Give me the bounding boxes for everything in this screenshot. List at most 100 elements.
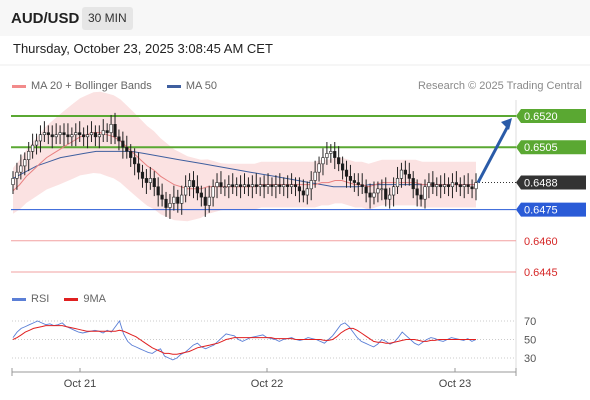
candle-body — [195, 186, 200, 194]
timeframe-badge[interactable]: 30 MIN — [82, 7, 133, 30]
candle-body — [121, 140, 125, 148]
candle-body — [113, 124, 117, 138]
candle-body — [337, 157, 341, 165]
candle-body — [199, 192, 203, 198]
candle-body — [395, 178, 400, 188]
candle-body — [352, 180, 356, 183]
candle-body — [423, 186, 427, 200]
candle-body — [415, 188, 419, 196]
candle-body — [180, 194, 184, 204]
rsi-legend-label: RSI — [31, 293, 50, 305]
x-tick-label: Oct 21 — [64, 378, 96, 390]
candle-body — [392, 186, 396, 196]
rsi-line — [12, 320, 477, 361]
candle-body — [274, 184, 278, 188]
candle-body — [242, 184, 247, 188]
candle-body — [305, 188, 309, 196]
candle-body — [93, 132, 97, 138]
candle-body — [58, 132, 62, 136]
level-label-06520: 0.6520 — [524, 111, 558, 123]
candle-body — [184, 186, 188, 196]
candle-body — [317, 163, 321, 173]
candle-body — [356, 182, 360, 185]
candle-body — [211, 186, 215, 198]
candle-body — [74, 132, 78, 136]
candle-body — [407, 173, 411, 179]
candle-body — [231, 184, 235, 188]
candle-body — [419, 194, 423, 200]
candle-body — [258, 184, 262, 188]
candle-body — [97, 134, 101, 138]
candle-body — [136, 163, 141, 173]
rsi-swatch — [12, 297, 26, 301]
candle-body — [54, 134, 58, 138]
level-tag-06488 — [516, 175, 586, 190]
candle-body — [191, 180, 196, 188]
candle-body — [474, 182, 478, 190]
rsi-tick-label: 70 — [524, 316, 536, 328]
ma50-swatch — [166, 84, 181, 88]
candle-body — [125, 146, 129, 152]
candle-body — [46, 132, 50, 136]
x-tick-label: Oct 23 — [439, 378, 471, 390]
candle-body — [31, 144, 35, 152]
projection-arrow-shaft — [476, 123, 511, 184]
candle-body — [462, 184, 466, 188]
candle-body — [293, 184, 298, 188]
ma50-legend-label: MA 50 — [185, 80, 218, 92]
candle-body — [176, 196, 180, 204]
candle-body — [207, 196, 211, 206]
candle-body — [140, 171, 145, 179]
candle-body — [85, 134, 90, 138]
candle-body — [458, 184, 462, 188]
candle-body — [105, 130, 109, 133]
candle-body — [380, 188, 384, 191]
candle-body — [34, 140, 39, 146]
candle-body — [399, 169, 404, 179]
candle-body — [325, 153, 329, 158]
rsi-tick-label: 30 — [524, 353, 536, 365]
candle-body — [129, 151, 133, 158]
candle-body — [348, 176, 353, 181]
candle-body — [289, 184, 294, 188]
candle-body — [368, 192, 372, 198]
ma9-legend-label: 9MA — [83, 293, 107, 305]
candle-body — [286, 184, 290, 188]
candle-body — [321, 157, 325, 165]
ma20-legend-label: MA 20 + Bollinger Bands — [31, 80, 152, 92]
candle-body — [435, 184, 439, 188]
candle-body — [443, 184, 447, 188]
candle-body — [15, 171, 19, 179]
candle-body — [223, 186, 227, 189]
candle-body — [11, 178, 15, 185]
candle-body — [164, 198, 168, 208]
candle-body — [278, 184, 282, 188]
candle-body — [133, 157, 137, 165]
candle-body — [344, 169, 349, 177]
candle-body — [66, 134, 70, 138]
candle-body — [227, 184, 231, 188]
chart-header: AUD/USD 30 MIN — [0, 0, 590, 36]
candle-body — [364, 186, 368, 194]
candle-body — [466, 184, 470, 188]
candle-body — [62, 132, 66, 136]
candle-body — [19, 165, 23, 173]
candle-body — [172, 196, 176, 204]
candle-body — [246, 184, 251, 188]
candle-body — [42, 132, 46, 136]
level-tag-06505 — [516, 140, 586, 155]
candle-body — [282, 184, 286, 188]
level-tag-06520 — [516, 109, 586, 123]
rsi-ma9-line — [12, 325, 476, 355]
candle-body — [109, 124, 113, 133]
rsi-legend: RSI 9MA — [10, 293, 106, 305]
candle-body — [454, 182, 458, 185]
candle-body — [270, 184, 274, 188]
candle-body — [168, 203, 172, 208]
candle-body — [89, 132, 94, 136]
candle-body — [384, 188, 388, 200]
candle-body — [203, 196, 207, 206]
candle-body — [439, 184, 443, 188]
price-legend: MA 20 + Bollinger Bands MA 50 — [10, 80, 217, 92]
